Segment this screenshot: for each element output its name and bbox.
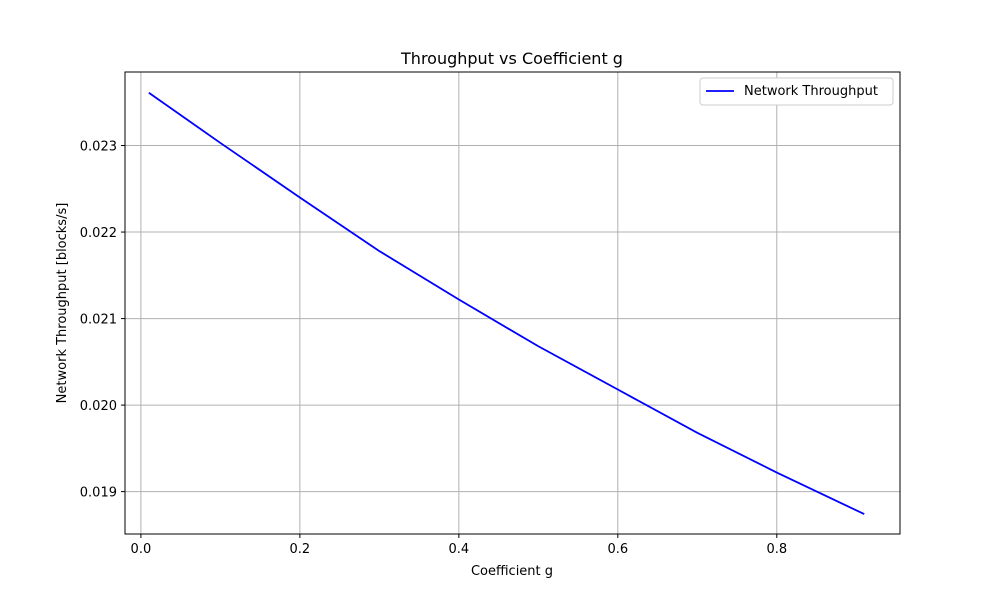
legend-label: Network Throughput <box>744 84 878 99</box>
series-line-network-throughput <box>148 92 865 515</box>
x-tick-label: 0.4 <box>449 542 470 557</box>
y-tick-label: 0.019 <box>80 486 117 501</box>
x-axis-ticks: 0.0 0.2 0.4 0.6 0.8 <box>131 534 787 557</box>
y-tick-label: 0.022 <box>80 226 117 241</box>
x-axis-label: Coefficient g <box>471 564 553 579</box>
legend: Network Throughput <box>699 77 894 106</box>
grid <box>125 72 900 534</box>
y-tick-label: 0.020 <box>80 399 117 414</box>
y-tick-label: 0.023 <box>80 140 117 155</box>
chart-title: Throughput vs Coefficient g <box>400 49 623 68</box>
x-tick-label: 0.0 <box>131 542 152 557</box>
y-axis-ticks: 0.019 0.020 0.021 0.022 0.023 <box>80 140 125 501</box>
plot-frame <box>124 71 901 535</box>
y-tick-label: 0.021 <box>80 313 117 328</box>
x-tick-label: 0.6 <box>607 542 628 557</box>
series-layer <box>148 92 865 515</box>
x-tick-label: 0.2 <box>290 542 311 557</box>
x-tick-label: 0.8 <box>766 542 787 557</box>
y-axis-label: Network Throughput [blocks/s] <box>55 203 70 404</box>
legend-box <box>699 77 894 106</box>
